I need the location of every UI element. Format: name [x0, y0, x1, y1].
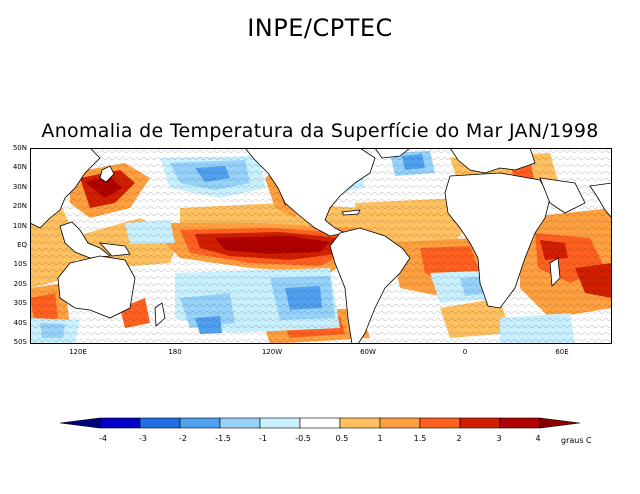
lat-label-40n: 40N	[12, 163, 27, 171]
colorbar-cell-12	[539, 417, 580, 429]
colorbar-cell-11	[499, 417, 541, 429]
colorbar-units: graus C	[561, 436, 592, 445]
europe-landmass	[449, 148, 536, 174]
colorbar-label-minus-4: -4	[99, 434, 107, 443]
colorbar-label-minus-1-5: -1.5	[215, 434, 231, 443]
lat-label-10n: 10N	[12, 222, 27, 230]
colorbar	[60, 417, 580, 429]
madagascar-landmass	[549, 257, 561, 287]
colorbar-label-0-5: 0.5	[335, 434, 349, 443]
colorbar-label-minus-2: -2	[179, 434, 187, 443]
colorbar-label-4: 4	[535, 434, 541, 443]
arabia-landmass	[539, 177, 586, 214]
organization-title: INPE/CPTEC	[247, 14, 393, 42]
colorbar-label-minus-1: -1	[259, 434, 267, 443]
lat-label-20s: 20S	[13, 280, 27, 288]
colorbar-cell-2	[139, 417, 181, 429]
colorbar-label-3: 3	[496, 434, 502, 443]
colorbar-cell-8	[379, 417, 421, 429]
colorbar-cell-9	[419, 417, 461, 429]
lon-label-120w: 120W	[261, 348, 283, 356]
sst-anomaly-map	[30, 148, 612, 344]
colorbar-cells	[60, 417, 580, 429]
colorbar-label-minus-0-5: -0.5	[295, 434, 311, 443]
colorbar-cell-3	[179, 417, 221, 429]
colorbar-cell-5	[259, 417, 301, 429]
map-title: Anomalia de Temperatura da Superfície do…	[41, 120, 599, 142]
colorbar-cell-0	[60, 417, 101, 429]
colorbar-cell-1	[99, 417, 141, 429]
lat-label-40s: 40S	[13, 319, 27, 327]
colorbar-cell-7	[339, 417, 381, 429]
lat-label-30s: 30S	[13, 299, 27, 307]
asia-landmass	[30, 148, 101, 229]
lon-label-60e: 60E	[555, 348, 569, 356]
lon-label-180: 180	[168, 348, 182, 356]
lat-label-50n: 50N	[12, 144, 27, 152]
lon-label-120e: 120E	[69, 348, 87, 356]
colorbar-label-minus-3: -3	[139, 434, 147, 443]
india-landmass	[589, 182, 612, 219]
japan-landmass	[99, 165, 115, 183]
lat-label-30n: 30N	[12, 183, 27, 191]
colorbar-cell-6	[299, 417, 341, 429]
australia-landmass	[57, 255, 136, 319]
indonesia-landmass	[59, 221, 112, 259]
lon-label-0: 0	[462, 348, 468, 356]
colorbar-label-1: 1	[377, 434, 383, 443]
greenland-landmass	[374, 148, 411, 159]
colorbar-label-2: 2	[456, 434, 462, 443]
south-america-landmass	[329, 227, 411, 344]
colorbar-cell-10	[459, 417, 501, 429]
colorbar-cell-4	[219, 417, 261, 429]
lat-label-20n: 20N	[12, 202, 27, 210]
lon-label-60w: 60W	[360, 348, 376, 356]
lat-label-10s: 10S	[13, 260, 27, 268]
caribbean-islands	[341, 209, 361, 216]
new-zealand-landmass	[154, 302, 166, 327]
new-guinea-landmass	[98, 242, 131, 257]
map-frame	[30, 148, 612, 344]
colorbar-label-1-5: 1.5	[413, 434, 427, 443]
lat-label-eq: EQ	[17, 241, 27, 249]
north-america-landmass	[244, 148, 376, 237]
land-masses	[30, 148, 612, 344]
lat-label-50s: 50S	[13, 338, 27, 346]
